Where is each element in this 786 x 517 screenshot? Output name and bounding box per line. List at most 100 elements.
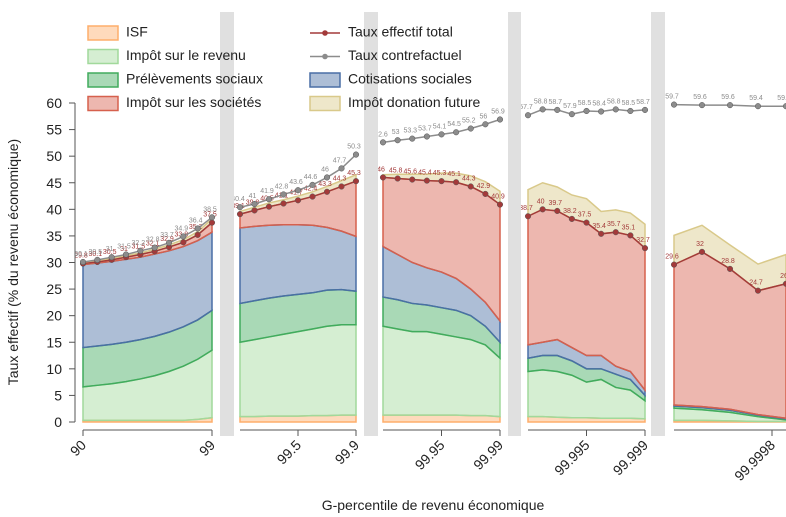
legend-swatch — [87, 48, 119, 65]
data-label: 40 — [537, 198, 545, 205]
data-label: 39.7 — [548, 200, 562, 207]
point — [496, 201, 504, 208]
point — [598, 108, 605, 115]
data-label: 42.4 — [304, 186, 318, 193]
point — [208, 214, 216, 221]
point — [627, 107, 634, 115]
x-tick-label: 99.5 — [274, 437, 305, 468]
legend-marker — [322, 53, 328, 60]
y-tick-label: 25 — [46, 281, 62, 297]
data-label: 58.5 — [622, 100, 636, 107]
point — [698, 248, 706, 255]
point — [294, 187, 302, 194]
x-tick-label: 99.9998 — [731, 437, 778, 484]
legend-label: Cotisations sociales — [348, 71, 472, 87]
data-label: 45.3 — [433, 170, 447, 177]
data-label: 59.6 — [693, 94, 707, 101]
data-label: 42.8 — [275, 183, 289, 190]
x-axis-label: G-percentile de revenu économique — [322, 497, 545, 513]
point — [338, 183, 345, 190]
point — [670, 261, 678, 268]
data-label: 40.9 — [491, 194, 505, 201]
data-label: 36.4 — [189, 217, 203, 224]
data-label: 44.3 — [462, 175, 476, 182]
data-label: 59.7 — [665, 94, 679, 101]
data-label: 57.7 — [519, 104, 533, 111]
data-label: 30.1 — [74, 251, 88, 258]
legend-label: Taux effectif total — [348, 24, 453, 40]
point — [539, 206, 546, 213]
axis-break — [508, 12, 521, 436]
x-tick-label: 99.95 — [412, 437, 448, 473]
data-label: 53.7 — [418, 125, 432, 132]
data-label: 31.5 — [132, 244, 146, 251]
data-label: 45.6 — [403, 169, 417, 176]
data-label: 44.6 — [304, 174, 318, 181]
point — [137, 247, 144, 254]
data-label: 31.5 — [117, 244, 131, 251]
x-tick-label: 99.9 — [332, 437, 363, 468]
point — [379, 139, 387, 146]
data-label: 33.7 — [160, 232, 174, 239]
data-label: 32 — [696, 241, 704, 248]
point — [236, 204, 244, 211]
point — [236, 211, 244, 218]
y-tick-label: 45 — [46, 175, 62, 191]
point — [524, 213, 532, 220]
data-label: 55.2 — [462, 118, 476, 125]
y-tick-label: 20 — [46, 308, 62, 324]
data-label: 58.7 — [548, 99, 562, 106]
y-tick-label: 15 — [46, 334, 62, 350]
data-label: 41.9 — [260, 188, 274, 195]
data-label: 31 — [120, 246, 128, 253]
point — [423, 133, 430, 140]
point — [151, 244, 158, 251]
y-tick-label: 40 — [46, 201, 62, 217]
point — [524, 112, 532, 119]
point — [323, 174, 331, 181]
data-label: 41.7 — [289, 189, 303, 196]
data-label: 30.5 — [89, 249, 103, 256]
data-label: 46 — [377, 166, 385, 173]
data-label: 57.9 — [563, 103, 577, 110]
point — [294, 197, 302, 204]
data-label: 45.3 — [347, 170, 361, 177]
data-label: 32.1 — [146, 240, 160, 247]
data-label: 56.9 — [491, 108, 505, 115]
point — [352, 178, 360, 185]
point — [251, 207, 258, 214]
point — [394, 175, 401, 182]
legend-label: Impôt donation future — [348, 94, 481, 110]
data-label: 45.1 — [447, 171, 461, 178]
data-label: 35.1 — [622, 224, 636, 231]
point — [482, 121, 489, 128]
data-label: 53 — [392, 129, 400, 136]
point — [108, 254, 115, 261]
data-label: 32.9 — [160, 236, 174, 243]
point — [641, 106, 649, 113]
x-tick-label: 99 — [196, 437, 218, 459]
point — [352, 151, 360, 158]
y-tick-label: 55 — [46, 122, 62, 138]
data-label: 52.6 — [374, 131, 388, 138]
point — [122, 251, 130, 258]
data-label: 34.9 — [175, 225, 189, 232]
data-label: 43.3 — [318, 181, 332, 188]
point — [726, 102, 734, 109]
axis-break — [220, 12, 234, 436]
point — [438, 178, 445, 185]
x-tick-label: 99.999 — [610, 437, 652, 479]
data-label: 40.4 — [231, 196, 245, 203]
data-label: 37.5 — [578, 212, 592, 219]
data-label: 50.3 — [347, 144, 361, 151]
legend-marker — [322, 30, 328, 36]
plot: 29.830.130.53131.532.132.933.835.237.530… — [74, 94, 786, 423]
data-label: 53.3 — [403, 128, 417, 135]
point — [612, 106, 619, 113]
point — [641, 245, 649, 252]
point — [251, 200, 258, 208]
point — [394, 137, 401, 144]
point — [309, 193, 316, 200]
point — [409, 135, 416, 142]
